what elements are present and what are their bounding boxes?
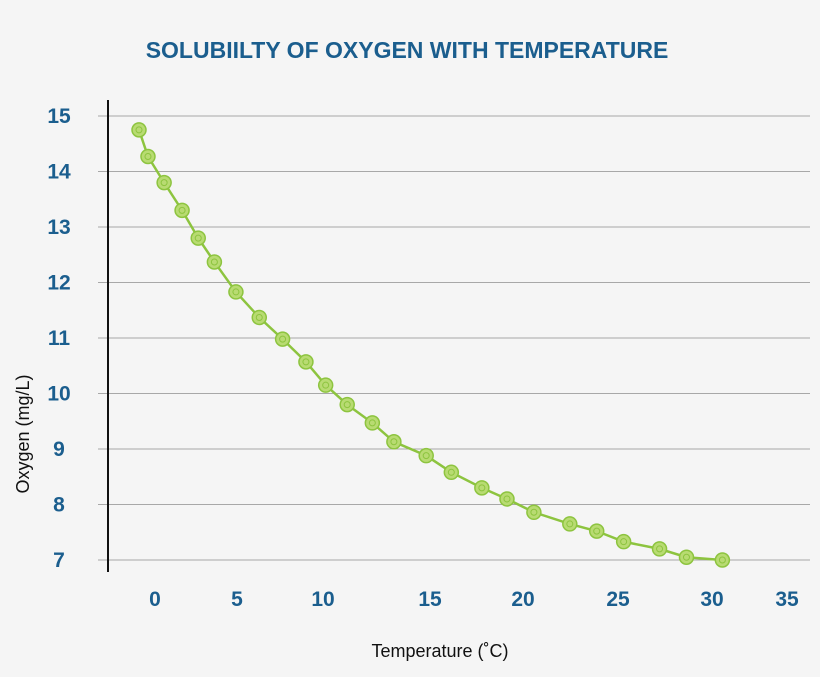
data-point-ring [160, 179, 168, 187]
data-point-ring [279, 335, 287, 343]
chart-title: SOLUBIILTY OF OXYGEN WITH TEMPERATURE [146, 37, 669, 63]
data-point-ring [422, 452, 430, 460]
data-point [174, 202, 190, 219]
data-point [562, 516, 578, 532]
x-tick-label: 0 [149, 588, 161, 611]
y-tick-label: 8 [53, 494, 65, 517]
x-tick-label: 25 [606, 588, 630, 611]
data-point-ring [478, 484, 486, 492]
data-point-ring [566, 520, 574, 528]
data-point-ring [390, 438, 398, 446]
y-tick-labels: 15 14 13 12 11 10 9 8 7 [47, 105, 71, 572]
y-tick-label: 9 [53, 438, 65, 461]
data-point [131, 122, 147, 138]
data-point [298, 354, 314, 370]
data-point [615, 533, 632, 550]
data-point-ring [530, 508, 538, 516]
data-point-ring [144, 153, 152, 161]
data-point-ring [322, 381, 330, 389]
x-tick-label: 15 [418, 588, 442, 611]
data-point [526, 504, 542, 521]
y-tick-label: 14 [47, 161, 71, 184]
data-point-ring [194, 234, 202, 242]
data-point-ring [255, 313, 263, 321]
series-oxygen [131, 122, 731, 568]
data-point-ring [135, 126, 143, 134]
data-point [156, 174, 172, 191]
y-tick-label: 13 [47, 216, 70, 239]
series-line [137, 129, 723, 562]
x-tick-label: 35 [775, 588, 799, 611]
data-point [364, 415, 381, 431]
data-point-ring [368, 419, 376, 427]
data-point-ring [503, 495, 511, 503]
data-point-ring [656, 545, 664, 553]
data-point [206, 254, 223, 270]
data-point-ring [718, 556, 726, 564]
x-tick-label: 10 [311, 588, 334, 611]
y-tick-label: 10 [47, 383, 70, 406]
x-tick-label: 5 [231, 588, 243, 611]
data-point-ring [178, 206, 186, 214]
x-tick-label: 20 [511, 588, 534, 611]
data-point [714, 552, 731, 568]
x-tick-label: 30 [700, 588, 723, 611]
data-point-ring [620, 538, 628, 546]
data-point [499, 491, 515, 507]
y-tick-label: 11 [48, 327, 71, 350]
data-point [251, 309, 268, 326]
y-tick-label: 7 [53, 549, 65, 572]
data-point [274, 331, 291, 347]
data-point [339, 396, 355, 413]
data-point [678, 549, 695, 565]
y-axis-label: Oxygen (mg/L) [13, 374, 33, 493]
data-point-ring [343, 401, 351, 409]
data-point-ring [302, 358, 310, 366]
grid-lines [98, 115, 810, 561]
data-point [418, 447, 434, 464]
data-point [386, 434, 402, 450]
data-point-ring [447, 468, 455, 476]
data-point [588, 523, 605, 539]
data-point-ring [593, 527, 601, 535]
data-point-ring [232, 288, 240, 296]
data-point [190, 230, 206, 246]
data-point-ring [682, 553, 690, 561]
data-point [443, 464, 460, 481]
data-point [474, 480, 490, 496]
y-tick-label: 15 [47, 105, 71, 128]
data-point [317, 377, 334, 393]
data-point [228, 284, 244, 300]
data-point-ring [210, 258, 218, 266]
x-axis-label: Temperature (˚C) [371, 641, 508, 661]
data-point [140, 148, 156, 165]
data-point [651, 541, 668, 557]
x-tick-labels: 0 5 10 15 20 25 30 35 [149, 588, 799, 611]
y-tick-label: 12 [47, 272, 70, 295]
